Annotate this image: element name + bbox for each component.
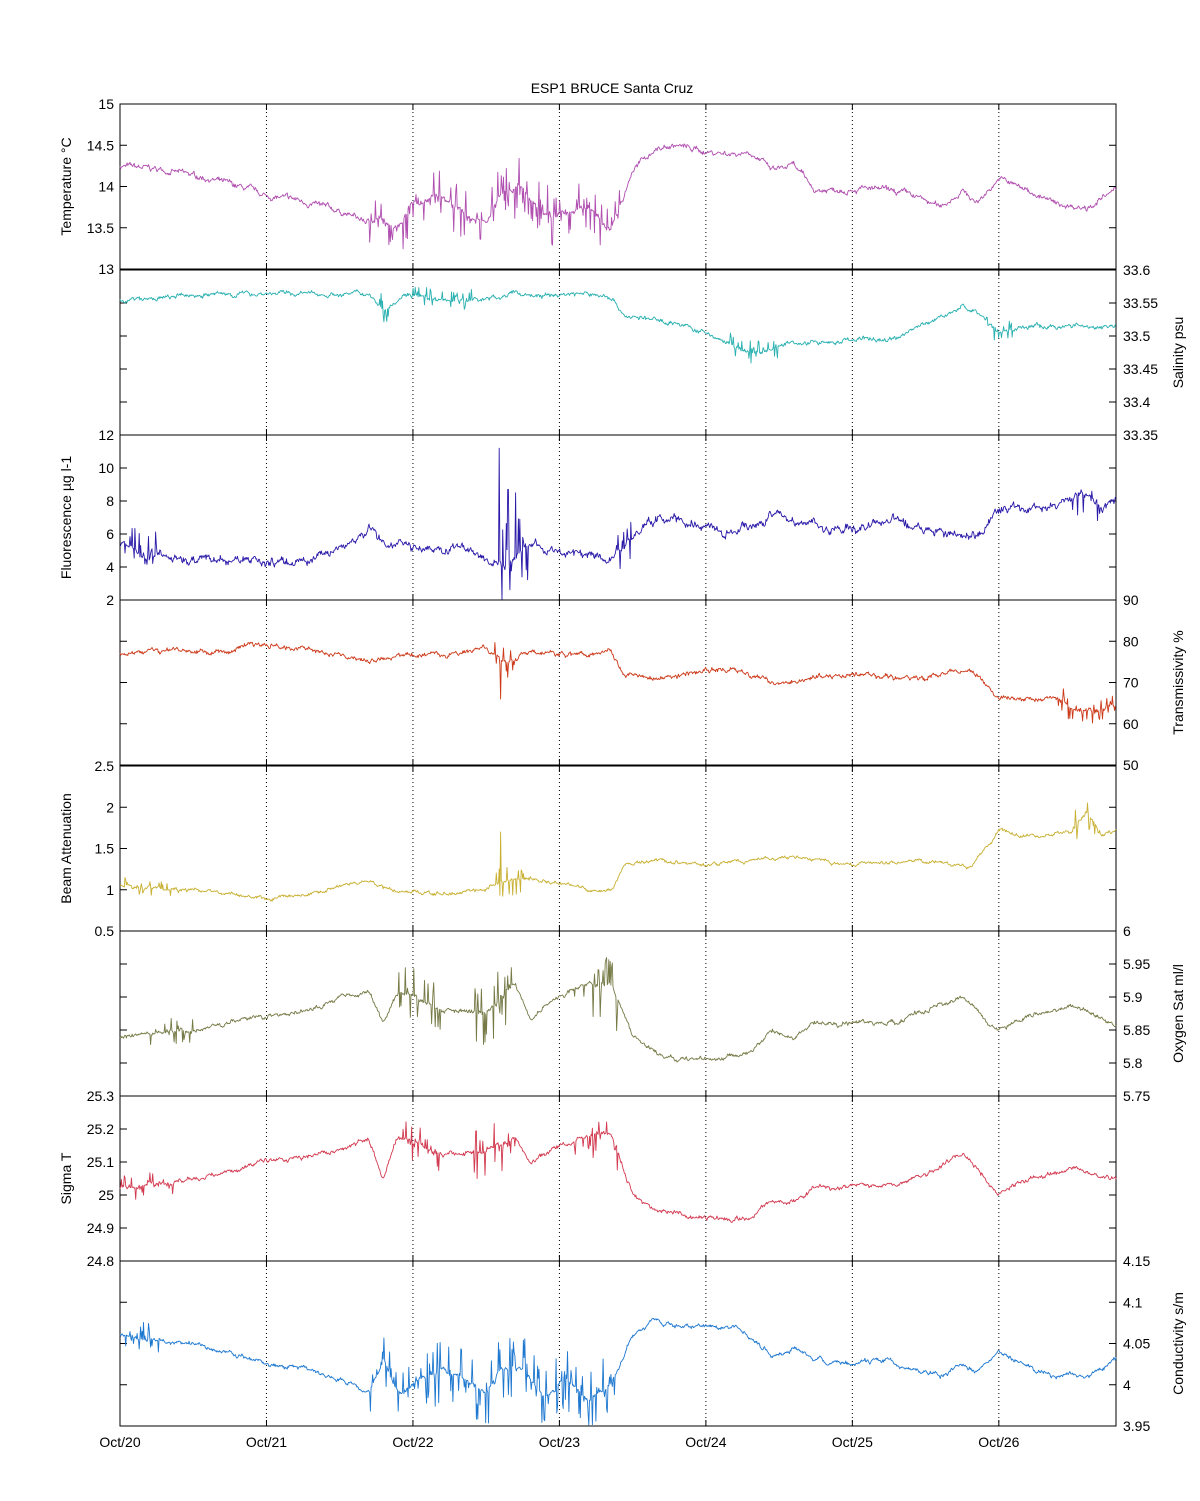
y-tick-label: 33.4 <box>1123 394 1150 410</box>
y-axis-label: Fluorescence µg l-1 <box>58 456 74 579</box>
y-tick-label: 33.55 <box>1123 295 1158 311</box>
y-tick-label: 2 <box>106 799 114 815</box>
panel-fluorescence: 2 4 6 8 10 12 Fluorescence µg l-1 <box>58 427 1117 608</box>
y-tick-label: 25.2 <box>87 1121 114 1137</box>
y-tick-label: 3.95 <box>1123 1418 1150 1434</box>
x-tick-label: Oct/23 <box>539 1434 580 1450</box>
y-tick-label: 5.75 <box>1123 1088 1150 1104</box>
y-tick-label: 5.85 <box>1123 1022 1150 1038</box>
series-line-conductivity <box>119 1317 1117 1426</box>
panel-frame <box>119 269 1117 436</box>
y-tick-label: 10 <box>98 460 114 476</box>
y-tick-label: 70 <box>1123 675 1139 691</box>
y-tick-label: 14 <box>98 179 114 195</box>
y-tick-label: 8 <box>106 493 114 509</box>
y-axis-label: Temperature °C <box>58 137 74 235</box>
y-axis-label: Conductivity s/m <box>1170 1292 1186 1395</box>
panel-frame <box>119 103 1117 270</box>
panel-transmissivity: 50 60 70 80 90 Transmissivity % <box>119 592 1186 773</box>
y-tick-label: 4.15 <box>1123 1253 1150 1269</box>
y-tick-label: 25.3 <box>87 1088 114 1104</box>
panel-frame <box>119 930 1117 1097</box>
x-tick-label: Oct/21 <box>246 1434 287 1450</box>
y-tick-label: 5.9 <box>1123 989 1143 1005</box>
y-tick-label: 0.5 <box>95 923 115 939</box>
y-tick-label: 6 <box>106 526 114 542</box>
series-line-transmissivity <box>119 641 1117 724</box>
y-tick-label: 33.5 <box>1123 328 1150 344</box>
series-line-temperature <box>119 143 1117 250</box>
y-tick-label: 2 <box>106 592 114 608</box>
y-tick-label: 4.1 <box>1123 1294 1143 1310</box>
x-tick-label: Oct/22 <box>392 1434 433 1450</box>
y-tick-label: 90 <box>1123 592 1139 608</box>
x-tick-label: Oct/26 <box>978 1434 1019 1450</box>
y-tick-label: 25 <box>98 1187 114 1203</box>
y-tick-label: 4.05 <box>1123 1336 1150 1352</box>
panel-oxygen_sat: 5.75 5.8 5.85 5.9 5.95 6 Oxygen Sat ml/l <box>119 923 1186 1104</box>
y-tick-label: 13.5 <box>87 220 114 236</box>
panel-frame <box>119 765 1117 932</box>
x-tick-label: Oct/20 <box>99 1434 140 1450</box>
y-tick-label: 15 <box>98 96 114 112</box>
y-tick-label: 33.35 <box>1123 427 1158 443</box>
y-tick-label: 14.5 <box>87 137 114 153</box>
y-tick-label: 5.95 <box>1123 956 1150 972</box>
y-tick-label: 6 <box>1123 923 1131 939</box>
x-tick-label: Oct/25 <box>832 1434 873 1450</box>
y-tick-label: 60 <box>1123 716 1139 732</box>
y-tick-label: 5.8 <box>1123 1055 1143 1071</box>
panel-salinity: 33.35 33.4 33.45 33.5 33.55 33.6 Salinity psu <box>119 262 1186 443</box>
panel-frame <box>119 599 1117 766</box>
y-tick-label: 24.8 <box>87 1253 114 1269</box>
panel-frame <box>119 434 1117 601</box>
panel-frame <box>119 1095 1117 1262</box>
y-tick-label: 4 <box>1123 1377 1131 1393</box>
series-line-sigma_t <box>119 1121 1117 1223</box>
y-tick-label: 1.5 <box>95 841 115 857</box>
panel-beam_attenuation: 0.5 1 1.5 2 2.5 Beam Attenuation <box>58 758 1117 939</box>
y-axis-label: Salinity psu <box>1170 317 1186 389</box>
series-line-beam_attenuation <box>119 802 1117 902</box>
y-tick-label: 25.1 <box>87 1154 114 1170</box>
y-tick-label: 13 <box>98 261 114 277</box>
y-tick-label: 24.9 <box>87 1220 114 1236</box>
panel-conductivity: 3.95 4 4.05 4.1 4.15 Conductivity s/m <box>119 1253 1186 1434</box>
panel-temperature: 13 13.5 14 14.5 15 Temperature °C <box>58 96 1117 277</box>
y-tick-label: 50 <box>1123 757 1139 773</box>
panel-frame <box>119 1260 1117 1427</box>
x-axis: Oct/20 Oct/21 Oct/22 Oct/23 Oct/24 Oct/25 Oct/… <box>99 1434 1019 1450</box>
series-line-fluorescence <box>119 447 1117 600</box>
chart-title: ESP1 BRUCE Santa Cruz <box>531 80 694 96</box>
y-axis-label: Sigma T <box>58 1152 74 1204</box>
x-tick-label: Oct/24 <box>685 1434 726 1450</box>
y-axis-label: Oxygen Sat ml/l <box>1170 964 1186 1063</box>
panel-sigma_t: 24.8 24.9 25 25.1 25.2 25.3 Sigma T <box>58 1088 1117 1269</box>
y-tick-label: 33.45 <box>1123 361 1158 377</box>
y-axis-label: Transmissivity % <box>1170 630 1186 735</box>
y-tick-label: 12 <box>98 427 114 443</box>
y-tick-label: 4 <box>106 559 114 575</box>
y-tick-label: 2.5 <box>95 758 115 774</box>
y-tick-label: 33.6 <box>1123 262 1150 278</box>
y-axis-label: Beam Attenuation <box>58 793 74 904</box>
y-tick-label: 1 <box>106 882 114 898</box>
series-line-oxygen_sat <box>119 957 1117 1063</box>
series-line-salinity <box>119 286 1117 364</box>
y-tick-label: 80 <box>1123 633 1139 649</box>
